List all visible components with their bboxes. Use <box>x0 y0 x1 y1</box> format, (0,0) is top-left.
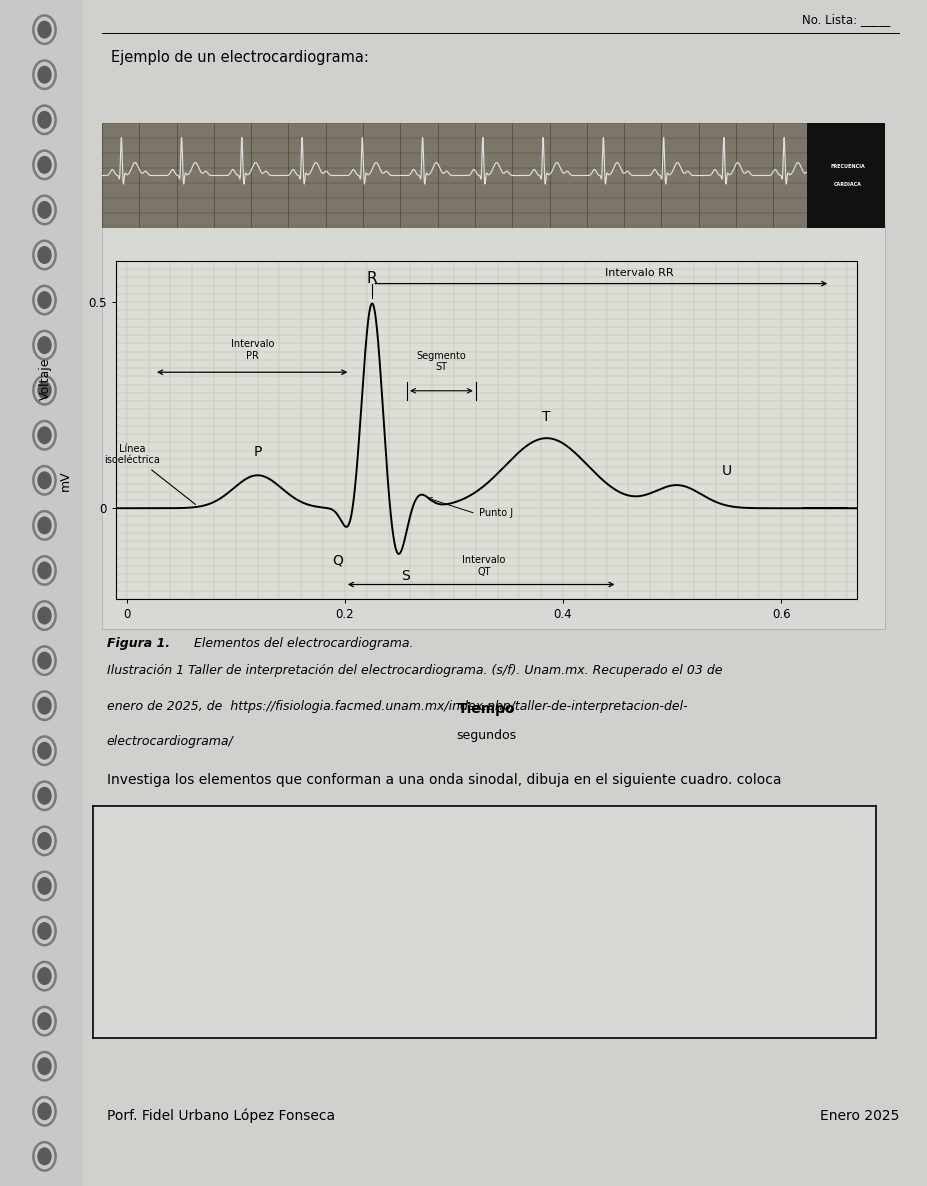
Circle shape <box>38 21 51 38</box>
Text: Enero 2025: Enero 2025 <box>819 1109 899 1123</box>
Text: S: S <box>401 569 411 584</box>
Circle shape <box>38 652 51 669</box>
Circle shape <box>38 833 51 849</box>
Circle shape <box>38 517 51 534</box>
Text: Punto J: Punto J <box>479 509 514 518</box>
Text: enero de 2025, de  https://fisiologia.facmed.unam.mx/index.php/taller-de-interpr: enero de 2025, de https://fisiologia.fac… <box>107 700 687 713</box>
Text: Voltaje: Voltaje <box>39 358 52 401</box>
Circle shape <box>38 382 51 398</box>
Circle shape <box>38 1103 51 1120</box>
Text: Q: Q <box>332 554 343 568</box>
Circle shape <box>38 1013 51 1029</box>
Circle shape <box>38 742 51 759</box>
Circle shape <box>38 923 51 939</box>
Text: Ejemplo de un electrocardiograma:: Ejemplo de un electrocardiograma: <box>111 50 369 65</box>
Circle shape <box>38 202 51 218</box>
Circle shape <box>38 292 51 308</box>
Text: Ilustración 1 Taller de interpretación del electrocardiograma. (s/f). Unam.mx. R: Ilustración 1 Taller de interpretación d… <box>107 664 722 677</box>
Text: segundos: segundos <box>457 729 516 742</box>
Circle shape <box>38 157 51 173</box>
Text: Segmento
ST: Segmento ST <box>416 351 466 372</box>
Circle shape <box>38 111 51 128</box>
Circle shape <box>38 607 51 624</box>
Circle shape <box>38 337 51 353</box>
Text: T: T <box>542 409 551 423</box>
Text: FRECUENCIA: FRECUENCIA <box>831 165 865 170</box>
Text: todos los elementos que conforman la onda: todos los elementos que conforman la ond… <box>107 809 412 823</box>
Circle shape <box>38 968 51 984</box>
Text: CARDIACA: CARDIACA <box>833 181 861 186</box>
Circle shape <box>38 427 51 444</box>
Text: R: R <box>367 270 377 286</box>
Text: Porf. Fidel Urbano López Fonseca: Porf. Fidel Urbano López Fonseca <box>107 1109 335 1123</box>
Text: Línea
isoeléctrica: Línea isoeléctrica <box>105 444 196 504</box>
Circle shape <box>38 562 51 579</box>
Circle shape <box>38 788 51 804</box>
Text: Intervalo RR: Intervalo RR <box>605 268 674 279</box>
Circle shape <box>38 878 51 894</box>
Circle shape <box>38 1058 51 1075</box>
Text: Investiga los elementos que conforman a una onda sinodal, dibuja en el siguiente: Investiga los elementos que conforman a … <box>107 773 781 788</box>
Circle shape <box>38 66 51 83</box>
Circle shape <box>38 697 51 714</box>
Text: Elementos del electrocardiograma.: Elementos del electrocardiograma. <box>190 637 413 650</box>
Circle shape <box>38 1148 51 1165</box>
Text: mV: mV <box>59 471 72 491</box>
Text: Figura 1.: Figura 1. <box>107 637 170 650</box>
Text: Elementos de un electrocardiograma:: Elementos de un electrocardiograma: <box>111 243 387 259</box>
Text: Tiempo: Tiempo <box>458 702 515 716</box>
Text: U: U <box>721 464 731 478</box>
Text: Intervalo
PR: Intervalo PR <box>231 339 273 361</box>
Circle shape <box>38 247 51 263</box>
Text: No. Lista: _____: No. Lista: _____ <box>802 13 890 26</box>
Circle shape <box>38 472 51 489</box>
Bar <box>806 123 889 228</box>
Text: Intervalo
QT: Intervalo QT <box>463 555 505 578</box>
Text: P: P <box>253 445 261 459</box>
Text: electrocardiograma/: electrocardiograma/ <box>107 735 234 748</box>
